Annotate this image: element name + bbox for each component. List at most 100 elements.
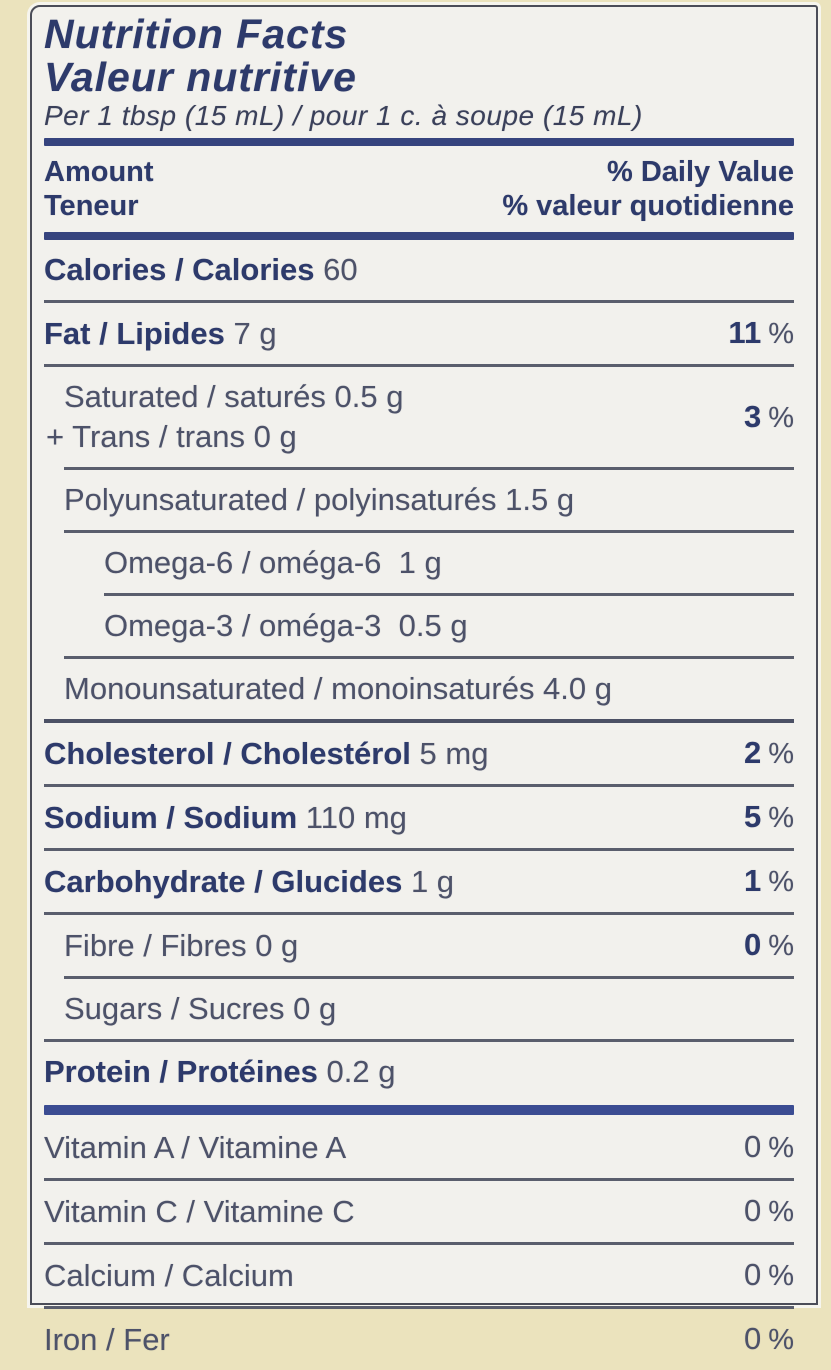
row-protein: Protein / Protéines 0.2 g [44,1042,794,1102]
nutrient-text: Fibre / Fibres 0 g [64,926,298,966]
nutrient-text: Calcium / Calcium [44,1256,294,1296]
percent-number: 0 [743,1257,762,1292]
row-separator [44,784,794,787]
percent-sign: % [768,318,794,350]
nutrient-value-text: 7 g [224,315,277,351]
row-calcium: Calcium / Calcium 0% [44,1245,794,1306]
nutrient-text: Calories / Calories 60 [44,250,358,290]
nutrient-text: Vitamin C / Vitamine C [44,1192,355,1232]
nutrient-name-bold: Fat / Lipides [44,315,225,351]
nutrient-value-text: Omega-6 / oméga-6 1 g [104,545,442,580]
row-iron: Iron / Fer 0% [44,1309,794,1370]
row-fat: Fat / Lipides 7 g 11% [44,303,794,364]
nutrient-name-bold: Sodium / Sodium [44,799,298,835]
percent-sign: % [768,738,794,770]
row-separator [44,300,794,303]
percent-number: 0 [743,1321,762,1356]
daily-value-percent: 3% [732,397,794,438]
percent-number: 0 [743,927,762,962]
nutrition-facts-label: Nutrition Facts Valeur nutritive Per 1 t… [30,5,818,1357]
daily-value-percent: 0% [732,1191,794,1232]
percent-sign: % [768,1260,794,1292]
daily-value-percent: 11% [716,313,794,354]
row-separator [64,976,794,979]
nutrient-value-text: Iron / Fer [44,1321,170,1357]
amount-label-french: Teneur [44,190,139,222]
header-separator-top [44,138,794,146]
percent-sign: % [768,930,794,962]
nutrient-value-text: 60 [314,252,358,287]
percent-sign: % [768,802,794,834]
nutrient-text: Iron / Fer [44,1320,170,1360]
row-sugars: Sugars / Sucres 0 g [44,979,794,1039]
nutrient-text: Sugars / Sucres 0 g [64,989,336,1029]
row-omega-3: Omega-3 / oméga-3 0.5 g [44,596,794,656]
row-separator [104,593,794,596]
nutrient-text: Carbohydrate / Glucides 1 g [44,862,454,902]
nutrient-second-line: + Trans / trans 0 g [46,419,297,454]
nutrient-name-bold: Protein / Protéines [44,1054,318,1089]
nutrient-value-text: Vitamin A / Vitamine A [44,1129,347,1165]
daily-value-percent: 2% [732,733,794,774]
row-vitamin-c: Vitamin C / Vitamine C 0% [44,1181,794,1242]
nutrient-value-text: 1 g [402,863,455,899]
percent-number: 0 [743,1193,762,1228]
nutrient-text: Omega-6 / oméga-6 1 g [104,543,442,583]
row-fibre: Fibre / Fibres 0 g 0% [44,915,794,976]
label-title-english: Nutrition Facts [44,11,349,57]
nutrient-value-text: Vitamin C / Vitamine C [44,1193,355,1229]
nutrient-text: Omega-3 / oméga-3 0.5 g [104,606,468,646]
nutrient-value-text: 5 mg [410,735,489,771]
nutrient-text: Saturated / saturés 0.5 g + Trans / trans… [46,377,404,457]
nutrient-value-text: 0.2 g [317,1054,396,1089]
percent-number: 3 [743,398,762,434]
row-separator [44,1039,794,1042]
nutrient-text: Sodium / Sodium 110 mg [44,798,407,838]
row-separator [64,530,794,533]
row-carbohydrate: Carbohydrate / Glucides 1 g 1% [44,851,794,912]
label-title-french: Valeur nutritive [44,54,357,100]
row-calories: Calories / Calories 60 [44,240,794,300]
percent-sign: % [768,1196,794,1228]
serving-size-line: Per 1 tbsp (15 mL) / pour 1 c. à soupe (… [44,100,643,131]
percent-number: 2 [743,735,762,770]
nutrient-name-bold: Calories / Calories [44,252,315,287]
nutrient-value-text: Fibre / Fibres 0 g [64,927,299,963]
daily-value-percent: 0% [732,925,794,966]
daily-value-percent: 0% [732,1319,794,1360]
column-header-row: Amount Teneur % Daily Value % valeur quo… [44,146,794,232]
percent-sign: % [768,401,794,434]
header-separator-bottom [44,232,794,240]
nutrient-text: Cholesterol / Cholestérol 5 mg [44,734,488,774]
row-polyunsaturated: Polyunsaturated / polyinsaturés 1.5 g [44,470,794,530]
row-separator [64,467,794,470]
daily-value-percent: 1% [732,861,794,902]
amount-column-header: Amount Teneur [44,155,154,223]
nutrient-text: Polyunsaturated / polyinsaturés 1.5 g [64,480,574,520]
daily-value-label-french: % valeur quotidienne [502,190,794,222]
row-saturated-trans: Saturated / saturés 0.5 g + Trans / trans… [44,367,794,467]
row-separator [44,364,794,367]
nutrient-value-text: Monounsaturated / monoinsaturés 4.0 g [64,671,613,706]
percent-number: 5 [743,799,762,834]
percent-number: 0 [743,1129,762,1164]
daily-value-label-english: % Daily Value [607,156,794,188]
row-separator [44,848,794,851]
percent-number: 11 [728,315,762,350]
row-cholesterol: Cholesterol / Cholestérol 5 mg 2% [44,723,794,784]
nutrient-text: Protein / Protéines 0.2 g [44,1052,395,1092]
nutrient-value-text: Saturated / saturés 0.5 g [64,379,404,414]
nutrient-value-text: Calcium / Calcium [44,1257,294,1293]
daily-value-percent: 0% [732,1255,794,1296]
row-separator [44,1242,794,1245]
nutrient-value-text: Polyunsaturated / polyinsaturés 1.5 g [64,482,575,517]
percent-sign: % [768,866,794,898]
percent-sign: % [768,1324,794,1356]
daily-value-percent: 5% [732,797,794,838]
row-sodium: Sodium / Sodium 110 mg 5% [44,787,794,848]
row-separator [44,1105,794,1115]
amount-label-english: Amount [44,156,154,188]
percent-number: 1 [743,863,762,898]
nutrient-text: Vitamin A / Vitamine A [44,1128,346,1168]
row-separator [44,912,794,915]
